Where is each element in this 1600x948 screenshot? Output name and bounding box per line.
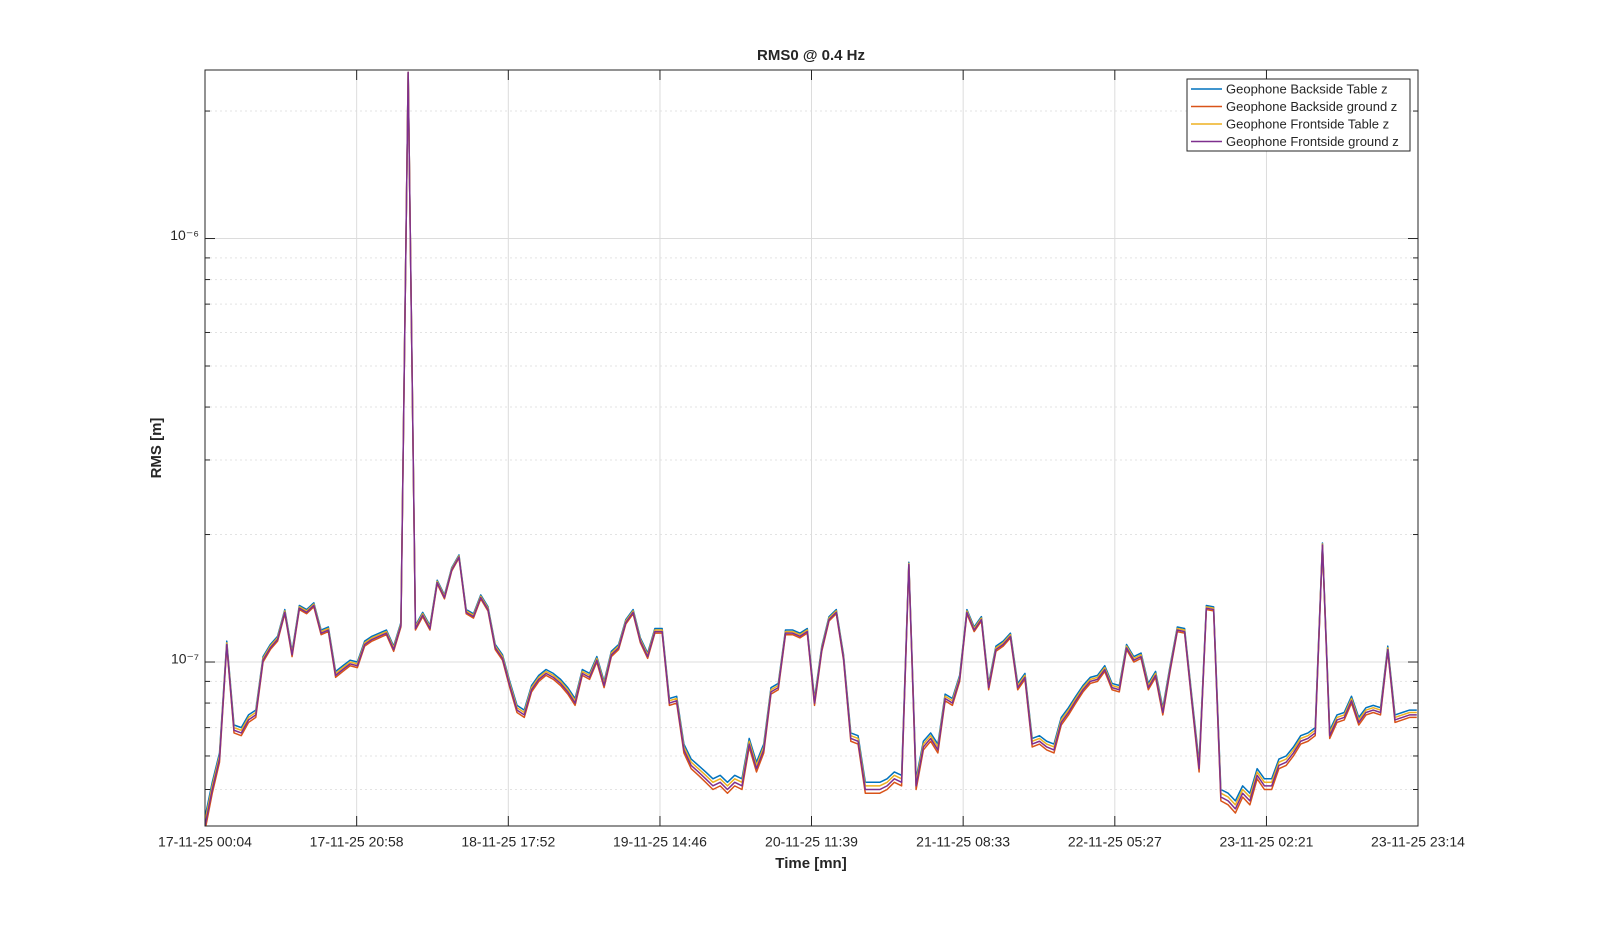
x-tick-label: 18-11-25 17:52 xyxy=(461,834,555,850)
ticks: 10⁻⁷ 10⁻⁶ 17-11-25 00:04 17-11-25 20:58 18-1… xyxy=(158,70,1465,850)
legend-label: Geophone Backside Table z xyxy=(1226,81,1388,96)
x-tick-label: 17-11-25 00:04 xyxy=(158,834,252,850)
series-line xyxy=(205,71,1417,826)
y-axis-label: RMS [m] xyxy=(148,418,165,479)
x-axis-label: Time [mn] xyxy=(775,855,846,872)
x-tick-label: 21-11-25 08:33 xyxy=(916,834,1010,850)
legend: Geophone Backside Table z Geophone Backsi… xyxy=(1186,78,1411,152)
x-tick-label: 20-11-25 11:39 xyxy=(765,834,858,850)
x-tick-label: 23-11-25 02:21 xyxy=(1219,834,1313,850)
legend-box xyxy=(1186,78,1411,152)
chart-title: RMS0 @ 0.4 Hz xyxy=(757,47,865,64)
legend-label: Geophone Backside ground z xyxy=(1226,99,1397,114)
y-tick-label: 10⁻⁶ xyxy=(170,227,199,243)
x-tick-label: 23-11-25 23:14 xyxy=(1371,834,1465,850)
legend-label: Geophone Frontside Table z xyxy=(1226,116,1389,131)
x-tick-label: 17-11-25 20:58 xyxy=(310,834,404,850)
series-lines xyxy=(205,71,1417,826)
x-tick-label: 19-11-25 14:46 xyxy=(613,834,707,850)
legend-label: Geophone Frontside ground z xyxy=(1226,134,1399,149)
x-tick-label: 22-11-25 05:27 xyxy=(1068,834,1162,850)
y-tick-label: 10⁻⁷ xyxy=(171,651,199,667)
